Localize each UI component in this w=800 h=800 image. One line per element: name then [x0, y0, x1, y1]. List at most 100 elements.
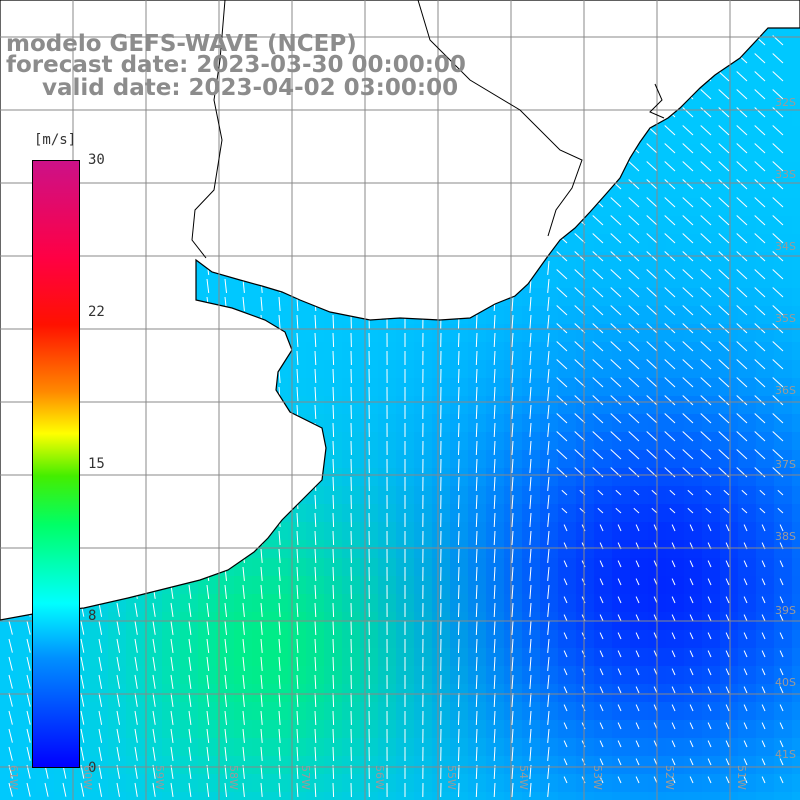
- wind-arrow: [314, 404, 317, 420]
- wind-arrow: [98, 656, 103, 671]
- wind-arrow: [260, 782, 263, 797]
- wind-arrow: [610, 395, 622, 406]
- wind-arrow: [475, 656, 478, 672]
- wind-arrow: [779, 758, 784, 766]
- wind-arrow: [664, 323, 676, 334]
- wind-arrow: [493, 440, 496, 456]
- wind-arrow: [314, 584, 317, 600]
- wind-arrow: [547, 458, 550, 473]
- wind-arrow: [493, 602, 496, 618]
- wind-arrow: [635, 596, 640, 604]
- wind-arrow: [635, 560, 640, 568]
- wind-arrow: [754, 215, 766, 226]
- wind-arrow: [332, 584, 335, 600]
- wind-arrow: [278, 296, 281, 312]
- wind-arrow: [761, 686, 766, 694]
- wind-cell: [774, 792, 792, 800]
- wind-arrow: [761, 740, 766, 748]
- wind-arrow: [314, 674, 317, 690]
- wind-arrow: [779, 686, 784, 694]
- wind-arrow: [736, 161, 748, 172]
- wind-arrow: [761, 650, 766, 658]
- wind-arrow: [547, 494, 550, 509]
- wind-arrow: [736, 89, 748, 100]
- wind-arrow: [493, 350, 496, 366]
- wind-arrow: [761, 704, 766, 712]
- wind-arrow: [458, 692, 460, 708]
- wind-arrow: [296, 620, 299, 636]
- wind-arrow: [296, 638, 299, 654]
- wind-arrow: [725, 524, 730, 532]
- wind-arrow: [725, 614, 730, 622]
- wind-cell: [792, 306, 800, 324]
- wind-arrow: [671, 776, 676, 784]
- wind-arrow: [689, 704, 694, 712]
- wind-arrow: [574, 413, 586, 424]
- wind-arrow: [511, 458, 514, 474]
- coastline-detail: [191, 0, 665, 259]
- wind-arrow: [592, 359, 604, 370]
- wind-arrow: [134, 674, 138, 689]
- wind-arrow: [332, 332, 335, 348]
- wind-arrow: [646, 215, 658, 226]
- lat-label: 40S: [775, 676, 796, 689]
- wind-cell: [180, 792, 198, 800]
- wind-arrow: [224, 746, 227, 761]
- wind-arrow: [682, 107, 694, 118]
- wind-arrow: [547, 710, 550, 725]
- wind-arrow: [332, 386, 335, 402]
- wind-arrow: [296, 782, 299, 798]
- wind-arrow: [493, 512, 496, 528]
- wind-arrow: [772, 71, 784, 82]
- wind-arrow: [134, 782, 138, 797]
- wind-arrow: [242, 296, 245, 311]
- wind-arrow: [98, 782, 103, 797]
- wind-arrow: [628, 197, 640, 208]
- wind-arrow: [628, 305, 640, 316]
- wind-arrow: [116, 692, 120, 707]
- wind-arrow: [599, 740, 604, 748]
- wind-arrow: [772, 89, 784, 100]
- wind-arrow: [547, 440, 550, 455]
- wind-arrow: [170, 638, 174, 653]
- wind-arrow: [458, 638, 460, 654]
- wind-arrow: [98, 620, 103, 635]
- wind-cell: [792, 234, 800, 252]
- wind-arrow: [664, 287, 676, 298]
- wind-arrow: [700, 179, 712, 190]
- wind-cell: [792, 648, 800, 666]
- wind-arrow: [628, 449, 640, 460]
- wind-arrow: [689, 560, 694, 568]
- wind-arrow: [707, 614, 712, 622]
- wind-cell: [504, 792, 522, 800]
- colorbar-tick-8: 8: [88, 608, 97, 624]
- wind-arrow: [152, 710, 156, 725]
- wind-arrow: [761, 722, 766, 730]
- wind-arrow: [743, 740, 748, 748]
- wind-arrow: [116, 674, 120, 689]
- wind-arrow: [511, 530, 514, 546]
- wind-cell: [612, 792, 630, 800]
- wind-arrow: [671, 686, 676, 694]
- wind-arrow: [493, 692, 496, 708]
- wind-arrow: [458, 548, 460, 564]
- wind-arrow: [671, 758, 676, 766]
- wind-arrow: [646, 269, 658, 280]
- wind-arrow: [736, 215, 748, 226]
- wind-arrow: [62, 782, 67, 797]
- wind-arrow: [188, 728, 192, 743]
- wind-arrow: [718, 449, 730, 460]
- wind-arrow: [779, 596, 784, 604]
- wind-arrow: [314, 620, 317, 636]
- wind-arrow: [80, 656, 85, 671]
- wind-arrow: [547, 530, 550, 545]
- wind-arrow: [574, 431, 586, 442]
- wind-arrow: [547, 314, 550, 329]
- wind-arrow: [718, 323, 730, 334]
- wind-arrow: [242, 620, 245, 635]
- wind-arrow: [736, 341, 748, 352]
- wind-arrow: [635, 776, 640, 784]
- wind-arrow: [736, 107, 748, 118]
- wind-arrow: [242, 656, 245, 671]
- wind-cell: [792, 54, 800, 72]
